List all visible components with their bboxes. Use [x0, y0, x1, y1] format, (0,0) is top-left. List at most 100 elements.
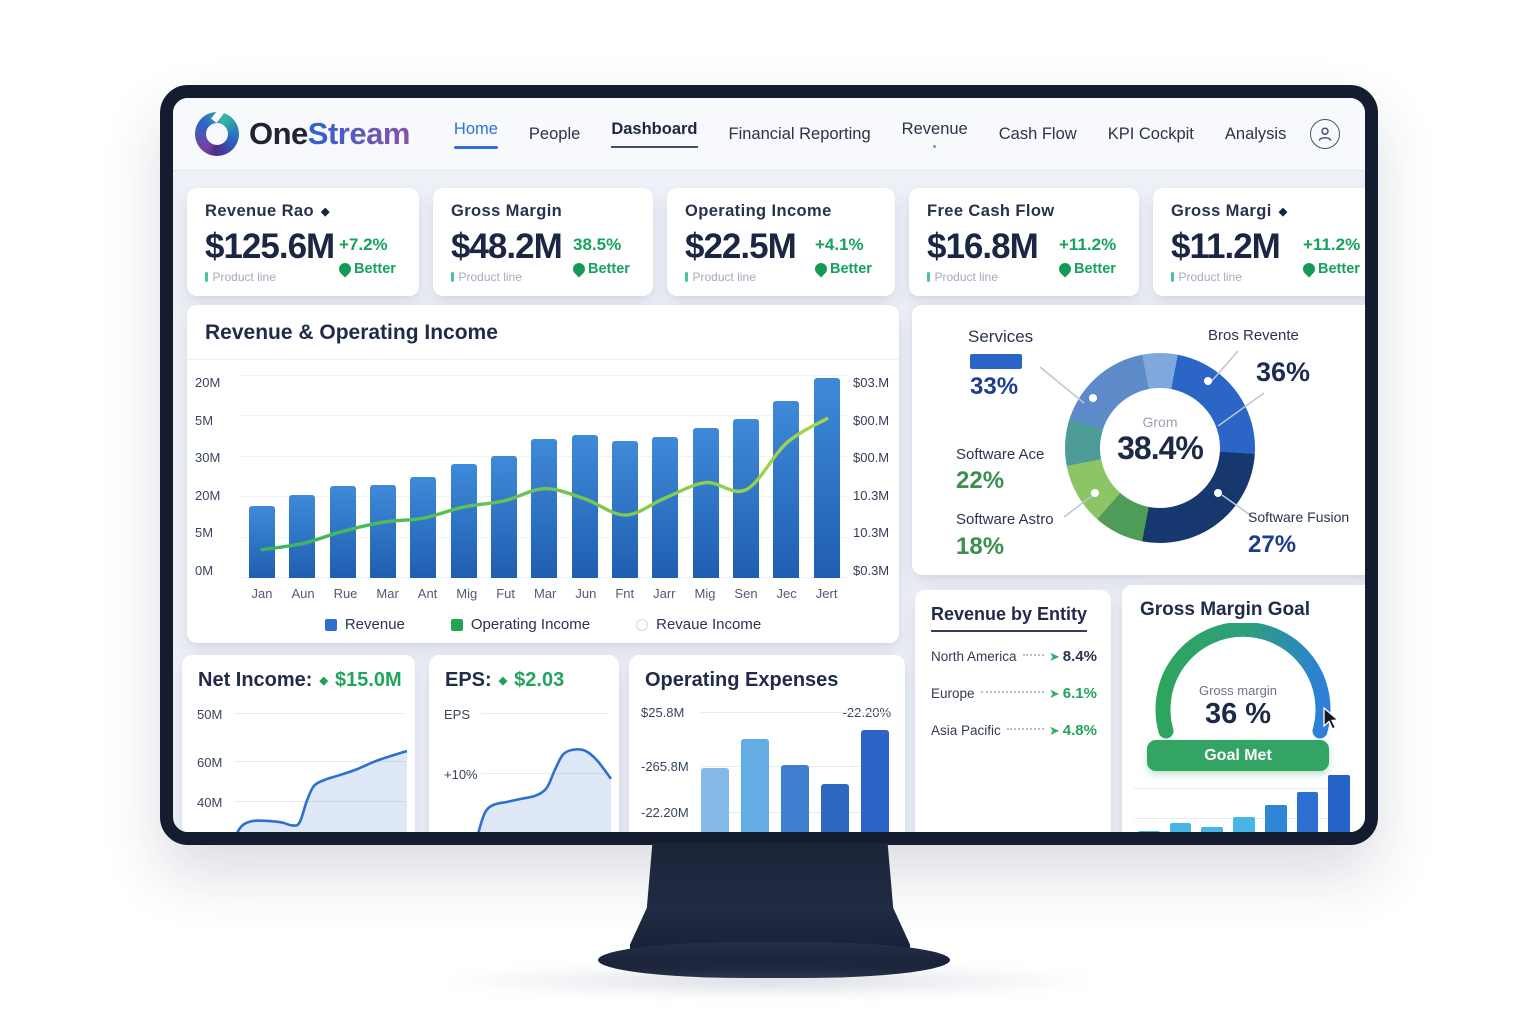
opex-bar[interactable]: [781, 765, 809, 832]
gauge-value: 36 %: [1204, 698, 1272, 730]
callout-services: Services: [968, 327, 1034, 346]
arrow-icon: ➤: [1048, 722, 1060, 738]
donut-center-value: 38.4%: [1117, 430, 1204, 466]
nav-item-dashboard[interactable]: Dashboard: [611, 120, 697, 148]
kpi-title: Operating Income: [685, 202, 832, 220]
revenue-bar[interactable]: [813, 378, 840, 578]
revenue-bar[interactable]: [450, 464, 477, 578]
x-axis-labels: Jan Aun Rue Mar Ant Mig Fut Mar Jun Fnt Jarr Mig Sen…: [242, 586, 847, 601]
entity-row-north-america[interactable]: North America ➤ 8.4%: [931, 648, 1097, 665]
kpi-sublabel: Product line: [927, 270, 1038, 284]
net-income-area-chart: [228, 713, 407, 832]
chart-legend: Revenue Operating Income Revaue Income: [187, 616, 899, 633]
nav-item-analysis[interactable]: Analysis: [1224, 124, 1287, 143]
callout-software-astro-value: 18%: [956, 533, 1005, 560]
y-tick: 40M: [197, 795, 223, 810]
kpi-title: Gross Margi ◆: [1171, 202, 1288, 220]
nav-item-revenue[interactable]: Revenue: [902, 120, 968, 148]
kpi-value: $125.6M: [205, 227, 335, 266]
arrow-icon: ➤: [1048, 685, 1060, 701]
user-avatar-icon[interactable]: [1310, 119, 1341, 149]
x-tick: Jan: [251, 586, 273, 601]
onestream-logo-text: OneStream: [249, 116, 410, 151]
entity-row-asia-pacific[interactable]: Asia Pacific ➤ 4.8%: [931, 722, 1097, 739]
trend-bar[interactable]: [1169, 823, 1192, 832]
revenue-bar[interactable]: [612, 440, 639, 578]
opex-bar[interactable]: [741, 739, 769, 832]
kpi-card-gross-margin[interactable]: Gross Margin $48.2M Product line 38.5% B…: [433, 188, 653, 296]
combo-plot-area: [242, 375, 847, 578]
operating-expenses-card: Operating Expenses $25.8M -265.8M -22.20…: [629, 655, 905, 832]
kpi-title: Free Cash Flow: [927, 202, 1055, 220]
kpi-delta: 38.5%: [573, 235, 622, 254]
revenue-bar[interactable]: [491, 456, 518, 578]
kpi-card-free-cash-flow[interactable]: Free Cash Flow $16.8M Product line +11.2…: [909, 188, 1139, 296]
kpi-card-revenue[interactable]: Revenue Rao ◆ $125.6M Product line +7.2% …: [187, 188, 419, 296]
revenue-bar[interactable]: [733, 418, 760, 578]
revenue-bar[interactable]: [692, 427, 719, 578]
x-tick: Jun: [575, 586, 597, 601]
revenue-operating-income-chart-card: Revenue & Operating Income 20M 5M 30M 20M 5M…: [187, 305, 899, 643]
revenue-bar[interactable]: [571, 434, 598, 578]
entity-value: 4.8%: [1062, 722, 1097, 739]
trend-bar[interactable]: [1264, 805, 1287, 832]
revenue-bar[interactable]: [531, 438, 558, 578]
trend-bar[interactable]: [1138, 831, 1160, 832]
trend-bar[interactable]: [1328, 775, 1351, 832]
gross-margin-goal-title: Gross Margin Goal: [1140, 599, 1310, 620]
goal-met-button[interactable]: Goal Met: [1147, 740, 1329, 771]
trend-mini-bars: [1138, 775, 1351, 832]
x-tick: Aun: [291, 586, 315, 601]
monitor-stand-neck: [630, 843, 910, 961]
opex-bar[interactable]: [701, 767, 729, 832]
kpi-delta: +4.1%: [815, 235, 864, 254]
y-tick: 10.3M: [853, 487, 890, 503]
top-navigation: OneStream Home People Dashboard Financial R…: [173, 98, 1365, 170]
nav-item-financial-reporting[interactable]: Financial Reporting: [728, 124, 871, 143]
y-tick: 20M: [195, 487, 221, 503]
opex-bar[interactable]: [861, 730, 889, 832]
revenue-by-entity-card: Revenue by Entity North America ➤ 8.4% E…: [915, 590, 1111, 832]
opex-bar[interactable]: [821, 784, 849, 832]
y-tick: $0.3M: [853, 562, 890, 578]
x-tick: Sen: [734, 586, 758, 601]
nav-item-home[interactable]: Home: [454, 120, 498, 149]
kpi-value: $22.5M: [685, 227, 797, 266]
operating-income-line: [260, 416, 829, 552]
services-bar-icon: [970, 354, 1022, 369]
legend-item[interactable]: Revaue Income: [636, 616, 761, 633]
revenue-bar[interactable]: [289, 494, 316, 578]
entity-label: Asia Pacific: [931, 723, 1001, 738]
y-tick: +10%: [444, 767, 478, 782]
dashboard-screen: OneStream Home People Dashboard Financial R…: [173, 98, 1365, 832]
legend-item[interactable]: Revenue: [324, 616, 405, 633]
y-axis-right: $03.M $00.M $00.M 10.3M 10.3M $0.3M: [853, 375, 889, 578]
monitor-shadow: [430, 966, 1110, 996]
revenue-bar[interactable]: [410, 476, 437, 578]
revenue-bar[interactable]: [370, 484, 397, 578]
nav-item-kpi-cockpit[interactable]: KPI Cockpit: [1107, 124, 1194, 143]
eps-card: EPS: ◆ $2.03 EPS +10%: [429, 655, 619, 832]
y-axis-left: 20M 5M 30M 20M 5M 0M: [195, 375, 220, 578]
revenue-bar[interactable]: [249, 505, 276, 578]
trend-bar[interactable]: [1233, 817, 1255, 832]
tick-icon: [927, 272, 930, 282]
kpi-card-gross-margi[interactable]: Gross Margi ◆ $11.2M Product line +11.2% …: [1153, 188, 1365, 296]
kpi-sublabel: Product line: [1171, 270, 1280, 284]
nav-item-cash-flow[interactable]: Cash Flow: [998, 124, 1077, 143]
trend-bar[interactable]: [1296, 792, 1319, 832]
revenue-bar[interactable]: [652, 436, 679, 578]
square-marker-icon: [450, 618, 463, 631]
x-tick: Mig: [456, 586, 478, 601]
entity-row-europe[interactable]: Europe ➤ 6.1%: [931, 685, 1097, 702]
gridline: [242, 375, 847, 376]
nav-item-people[interactable]: People: [528, 124, 581, 143]
trend-bar[interactable]: [1201, 827, 1224, 832]
revenue-bar[interactable]: [773, 401, 800, 578]
y-tick: -265.8M: [641, 759, 689, 774]
legend-item[interactable]: Operating Income: [450, 616, 590, 633]
kpi-card-operating-income[interactable]: Operating Income $22.5M Product line +4.…: [667, 188, 895, 296]
arrow-icon: ➤: [1048, 648, 1060, 664]
operating-expenses-title: Operating Expenses: [645, 669, 839, 691]
legend-label: Revenue: [344, 616, 405, 633]
